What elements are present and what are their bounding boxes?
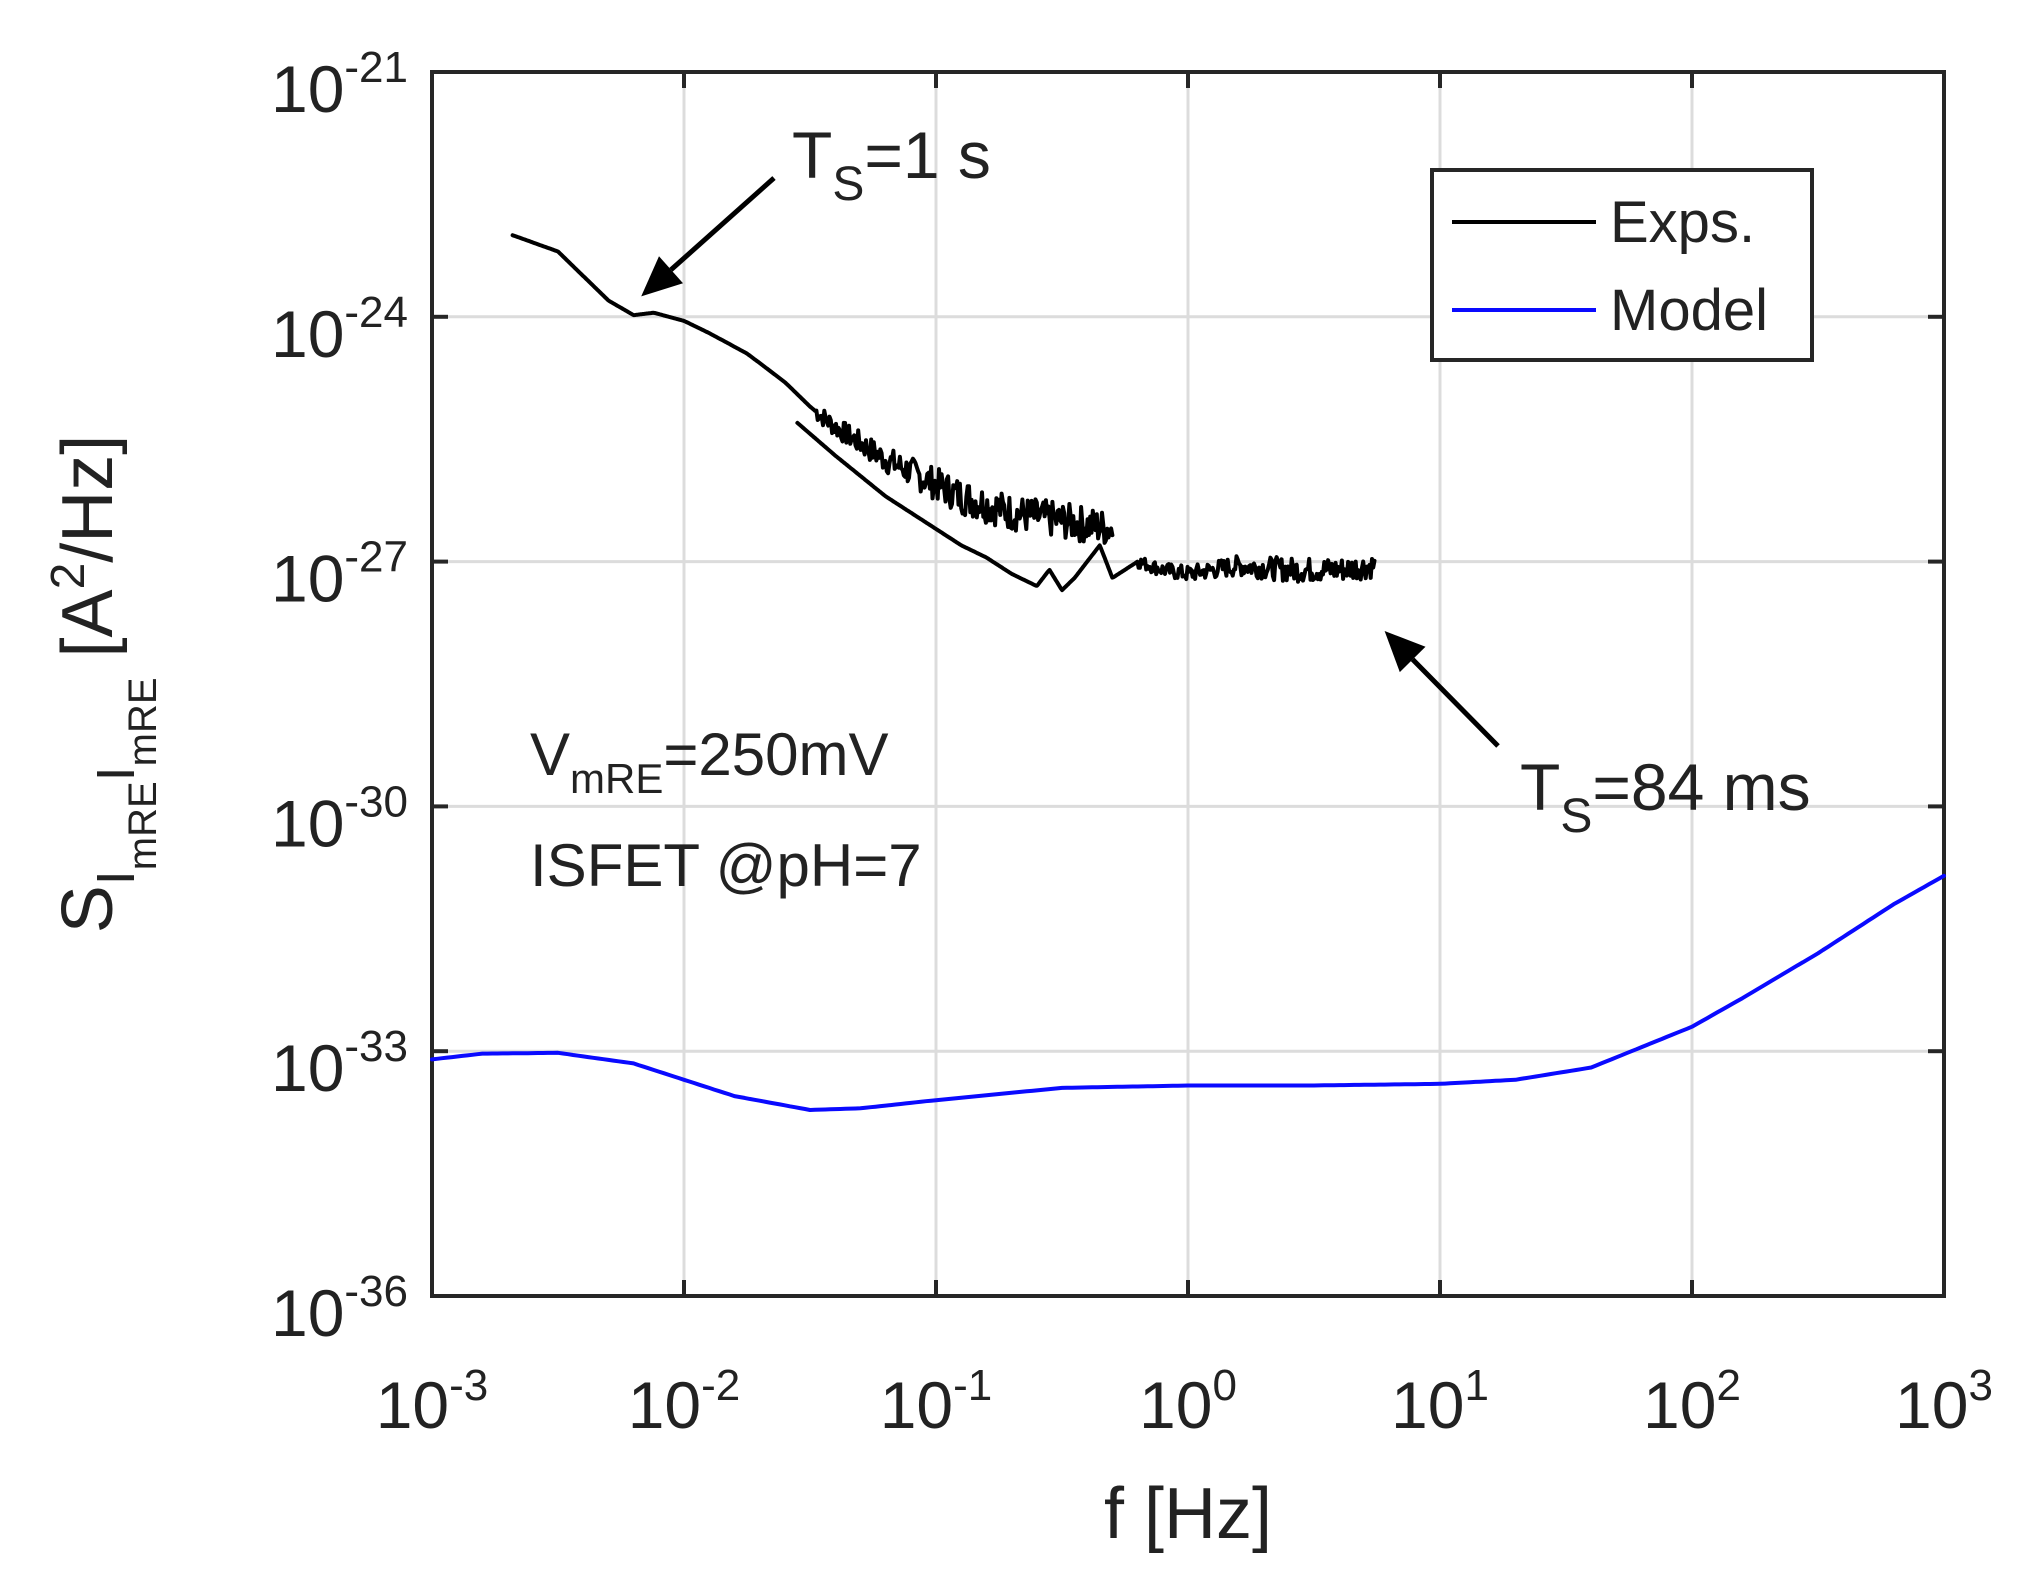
y-label-unit-close: /Hz] [48, 435, 128, 563]
y-tick-label-exp: -33 [344, 1022, 408, 1071]
series-line-model [430, 873, 1946, 1112]
annotation-ts-84ms-arrowhead [1384, 631, 1426, 673]
tick-marks [430, 70, 1946, 1298]
y-tick-label: 10-33 [271, 1022, 408, 1105]
x-tick-label-exp: -1 [953, 1361, 992, 1410]
x-tick-label-exp: 1 [1464, 1361, 1488, 1410]
x-tick-label-base: 10 [1643, 1368, 1716, 1442]
x-tick-label: 100 [1139, 1361, 1237, 1442]
y-label-sub1-sub: mRE [121, 781, 165, 870]
y-label-main: S [48, 885, 128, 933]
ts1-sub: S [832, 158, 864, 211]
y-tick-label-base: 10 [271, 1031, 344, 1105]
x-tick-label-exp: -3 [449, 1361, 488, 1410]
annotation-isfet: ISFET @pH=7 [530, 832, 922, 899]
y-tick-label-base: 10 [271, 52, 344, 126]
y-tick-label: 10-24 [271, 288, 408, 371]
y-label-sub2: I [86, 766, 146, 781]
legend-label-model: Model [1610, 278, 1768, 343]
series-layer [430, 233, 1946, 1112]
x-tick-label-base: 10 [880, 1368, 953, 1442]
y-tick-label: 10-36 [271, 1267, 408, 1350]
annotation-ts-1s-label: TS=1 s [792, 118, 991, 211]
y-tick-label-exp: -21 [344, 43, 408, 92]
vmre-main: V [530, 721, 570, 788]
x-tick-label-exp: 3 [1968, 1361, 1992, 1410]
y-tick-label-base: 10 [271, 786, 344, 860]
x-tick-label: 10-3 [376, 1361, 489, 1442]
y-tick-label-base: 10 [271, 1276, 344, 1350]
x-tick-label: 10-2 [628, 1361, 741, 1442]
y-tick-label-exp: -36 [344, 1267, 408, 1316]
x-tick-label: 10-1 [880, 1361, 993, 1442]
legend: Exps. Model [1430, 168, 1814, 362]
ts84-rest: =84 ms [1592, 750, 1810, 824]
y-tick-label-exp: -27 [344, 533, 408, 582]
y-tick-label: 10-30 [271, 777, 408, 860]
x-tick-label-base: 10 [1895, 1368, 1968, 1442]
x-axis-label: f [Hz] [1104, 1474, 1272, 1554]
ts84-sub: S [1560, 790, 1592, 843]
y-tick-label: 10-21 [271, 43, 408, 126]
x-tick-label-exp: 0 [1212, 1361, 1236, 1410]
y-tick-label-exp: -24 [344, 288, 408, 337]
annotation-ts-1s: TS=1 s [641, 118, 991, 297]
y-label-unit-sup: 2 [42, 563, 95, 590]
legend-label-exps: Exps. [1610, 190, 1755, 255]
y-tick-label-exp: -30 [344, 777, 408, 826]
x-tick-label-exp: -2 [701, 1361, 740, 1410]
x-tick-label-base: 10 [1139, 1368, 1212, 1442]
vmre-sub: mRE [570, 755, 663, 802]
annotation-ts-84ms-arrow [1410, 657, 1500, 748]
x-tick-label: 101 [1391, 1361, 1489, 1442]
x-tick-label: 102 [1643, 1361, 1741, 1442]
ts1-main: T [792, 118, 832, 192]
x-tick-labels: 10-3 10-2 10-1 100 101 102 103 [376, 1361, 1993, 1442]
x-tick-label: 103 [1895, 1361, 1993, 1442]
y-axis-label: SImREImRE [A2/Hz] [42, 435, 165, 934]
annotation-conditions: VmRE=250mV ISFET @pH=7 [530, 721, 922, 899]
vmre-rest: =250mV [663, 721, 888, 788]
y-label-sub2-sub: mRE [121, 677, 165, 766]
x-tick-label-base: 10 [376, 1368, 449, 1442]
series-line-exps-1 [795, 420, 1377, 593]
y-label-unit-open: [A [48, 589, 128, 657]
annotation-ts-1s-arrowhead [641, 256, 683, 297]
annotation-ts-84ms: TS=84 ms [1384, 631, 1811, 843]
annotation-ts-84ms-label: TS=84 ms [1520, 750, 1811, 843]
annotation-ts-1s-arrow [669, 176, 776, 272]
x-tick-label-exp: 2 [1716, 1361, 1740, 1410]
x-tick-label-base: 10 [628, 1368, 701, 1442]
y-tick-label-base: 10 [271, 297, 344, 371]
y-label-space [48, 657, 128, 677]
x-tick-label-base: 10 [1391, 1368, 1464, 1442]
annotation-vmre: VmRE=250mV [530, 721, 889, 802]
ts1-rest: =1 s [864, 118, 991, 192]
y-tick-label-base: 10 [271, 542, 344, 616]
y-label-sub1: I [86, 870, 146, 885]
series-line-exps-0 [510, 233, 1115, 545]
y-tick-label: 10-27 [271, 533, 408, 616]
ts84-main: T [1520, 750, 1560, 824]
legend-box [1430, 168, 1814, 362]
